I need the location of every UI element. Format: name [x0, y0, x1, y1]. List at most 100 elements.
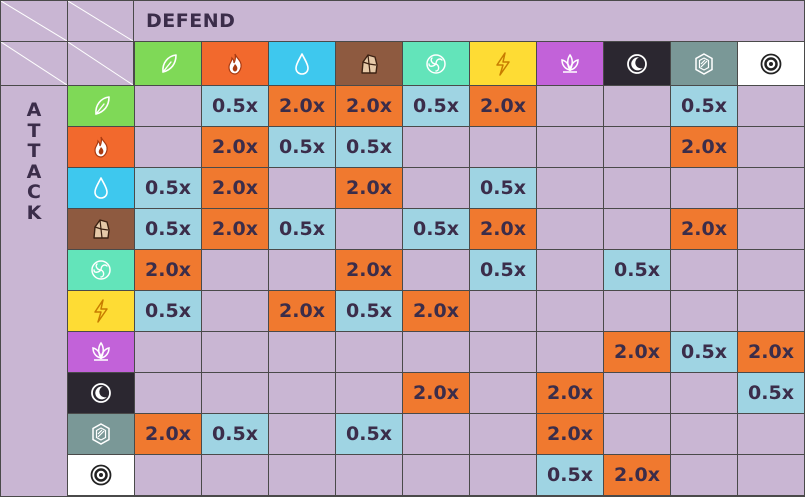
matrix-cell: [604, 291, 670, 331]
matrix-cell: [269, 455, 335, 495]
matrix-cell: 2.0x: [269, 86, 335, 126]
matrix-cell: [403, 414, 469, 454]
matrix-cell: [671, 291, 737, 331]
matrix-cell: 2.0x: [202, 209, 268, 249]
matrix-cell: 0.5x: [738, 373, 804, 413]
matrix-cell: [671, 414, 737, 454]
matrix-cell: 0.5x: [269, 127, 335, 167]
matrix-cell: 0.5x: [135, 168, 201, 208]
matrix-cell: [470, 332, 536, 372]
defend-header-fire: [202, 42, 268, 85]
moon-icon: [91, 383, 111, 403]
matrix-cell: [135, 86, 201, 126]
matrix-cell: [604, 127, 670, 167]
attack-header-grass: [68, 86, 134, 126]
matrix-cell: [135, 332, 201, 372]
matrix-cell: [604, 414, 670, 454]
matrix-cell: [336, 373, 402, 413]
matrix-cell: 0.5x: [537, 455, 603, 495]
defend-header-electric: [470, 42, 536, 85]
matrix-cell: 0.5x: [403, 209, 469, 249]
matrix-cell: 0.5x: [470, 250, 536, 290]
attack-header-rock: [68, 209, 134, 249]
matrix-cell: 0.5x: [470, 168, 536, 208]
rock-icon: [361, 53, 378, 74]
matrix-cell: [537, 291, 603, 331]
matrix-cell: 0.5x: [135, 291, 201, 331]
matrix-cell: [671, 455, 737, 495]
matrix-cell: [202, 332, 268, 372]
hexagon-icon: [695, 52, 713, 75]
matrix-cell: [738, 209, 804, 249]
water-drop-icon: [94, 177, 108, 199]
corner-cell: [68, 1, 133, 41]
matrix-cell: [403, 455, 469, 495]
matrix-cell: [671, 373, 737, 413]
matrix-cell: 2.0x: [470, 86, 536, 126]
matrix-cell: 2.0x: [336, 86, 402, 126]
defend-header-water: [269, 42, 335, 85]
matrix-cell: 0.5x: [671, 86, 737, 126]
matrix-cell: [202, 455, 268, 495]
swirl-icon: [91, 260, 111, 280]
attack-letter: A: [26, 99, 42, 121]
matrix-cell: [470, 373, 536, 413]
matrix-cell: 0.5x: [604, 250, 670, 290]
attack-letter: T: [27, 119, 41, 142]
matrix-cell: [470, 455, 536, 495]
matrix-cell: [537, 168, 603, 208]
matrix-cell: 2.0x: [269, 291, 335, 331]
moon-icon: [627, 53, 647, 74]
defend-title: DEFEND: [134, 1, 804, 41]
matrix-cell: [738, 250, 804, 290]
matrix-cell: 2.0x: [470, 209, 536, 249]
defend-header-rock: [336, 42, 402, 85]
matrix-cell: 0.5x: [671, 332, 737, 372]
matrix-cell: 0.5x: [202, 86, 268, 126]
matrix-cell: [537, 209, 603, 249]
matrix-cell: [671, 250, 737, 290]
matrix-cell: 2.0x: [537, 414, 603, 454]
matrix-cell: 0.5x: [135, 209, 201, 249]
leaf-icon: [95, 96, 110, 115]
matrix-cell: 2.0x: [604, 455, 670, 495]
flame-icon: [94, 136, 108, 158]
matrix-cell: 2.0x: [336, 250, 402, 290]
matrix-cell: 2.0x: [403, 373, 469, 413]
matrix-cell: [738, 291, 804, 331]
matrix-cell: [336, 455, 402, 495]
matrix-cell: [269, 250, 335, 290]
target-icon: [760, 53, 782, 74]
corner-cell: [68, 42, 133, 85]
attack-header-normal: [68, 455, 134, 495]
matrix-cell: [135, 127, 201, 167]
defend-header-metal: [671, 42, 737, 85]
matrix-cell: [604, 209, 670, 249]
corner-cell: [1, 42, 67, 85]
defend-header-normal: [738, 42, 804, 85]
attack-header-wind: [68, 250, 134, 290]
matrix-cell: [269, 168, 335, 208]
defend-header-grass: [135, 42, 201, 85]
defend-header-dark: [604, 42, 670, 85]
rock-icon: [93, 219, 110, 239]
matrix-cell: 2.0x: [135, 250, 201, 290]
water-drop-icon: [295, 52, 309, 75]
matrix-cell: [604, 86, 670, 126]
defend-header-wind: [403, 42, 469, 85]
matrix-cell: [738, 414, 804, 454]
matrix-cell: [202, 373, 268, 413]
matrix-cell: 2.0x: [738, 332, 804, 372]
attack-header-fire: [68, 127, 134, 167]
matrix-cell: [470, 414, 536, 454]
matrix-cell: [604, 373, 670, 413]
matrix-cell: [403, 250, 469, 290]
lotus-icon: [561, 53, 579, 73]
matrix-cell: 2.0x: [336, 168, 402, 208]
matrix-cell: [202, 250, 268, 290]
matrix-cell: [403, 168, 469, 208]
matrix-cell: [269, 373, 335, 413]
matrix-cell: 2.0x: [135, 414, 201, 454]
lotus-icon: [92, 341, 110, 361]
leaf-icon: [162, 53, 177, 73]
